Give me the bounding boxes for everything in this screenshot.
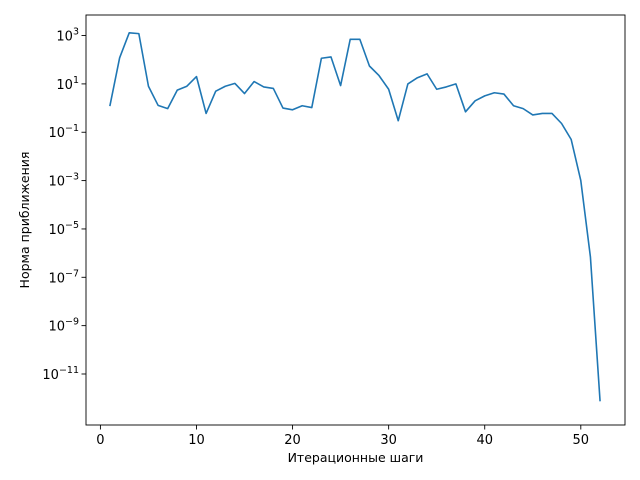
x-tick-label: 0 — [96, 433, 104, 448]
plot-area — [109, 31, 601, 402]
y-tick-label-base: 10 — [56, 78, 73, 93]
y-tick-label: 10−9 — [48, 317, 79, 335]
y-tick-label: 10−5 — [48, 220, 79, 238]
x-tick-label: 50 — [573, 433, 590, 448]
y-axis-label: Норма приближения — [17, 152, 32, 289]
y-tick-label: 10−1 — [48, 123, 79, 141]
x-tick-label: 10 — [188, 433, 205, 448]
y-tick-label-exponent: −3 — [65, 172, 79, 183]
y-tick-label-base: 10 — [42, 368, 59, 383]
y-tick-label-exponent: −9 — [65, 317, 79, 328]
y-tick-label-exponent: −7 — [65, 268, 79, 279]
x-tick-label: 40 — [476, 433, 493, 448]
y-tick-label: 103 — [56, 27, 79, 45]
y-tick-label-exponent: −1 — [65, 123, 79, 134]
y-tick-label: 10−11 — [42, 365, 79, 383]
y-tick-label-base: 10 — [48, 271, 65, 286]
y-tick-label: 10−7 — [48, 268, 79, 286]
axes-frame — [85, 14, 626, 426]
y-tick-label-base: 10 — [48, 223, 65, 238]
y-tick-label-base: 10 — [48, 320, 65, 335]
y-tick-label-base: 10 — [56, 30, 73, 45]
y-tick-label-exponent: 1 — [73, 75, 79, 86]
y-tick-label-exponent: 3 — [73, 27, 79, 38]
x-axis-ticks: 0 10 20 30 40 50 — [96, 425, 589, 448]
x-tick-label: 30 — [380, 433, 397, 448]
y-tick-label-exponent: −5 — [65, 220, 79, 231]
y-tick-label-base: 10 — [48, 175, 65, 190]
y-tick-label: 101 — [56, 75, 79, 93]
y-tick-label-exponent: −11 — [59, 365, 79, 376]
y-tick-label: 10−3 — [48, 172, 79, 190]
x-tick-label: 20 — [284, 433, 301, 448]
x-axis-label: Итерационные шаги — [288, 450, 424, 465]
y-tick-label-base: 10 — [48, 126, 65, 141]
series-line — [109, 31, 601, 402]
